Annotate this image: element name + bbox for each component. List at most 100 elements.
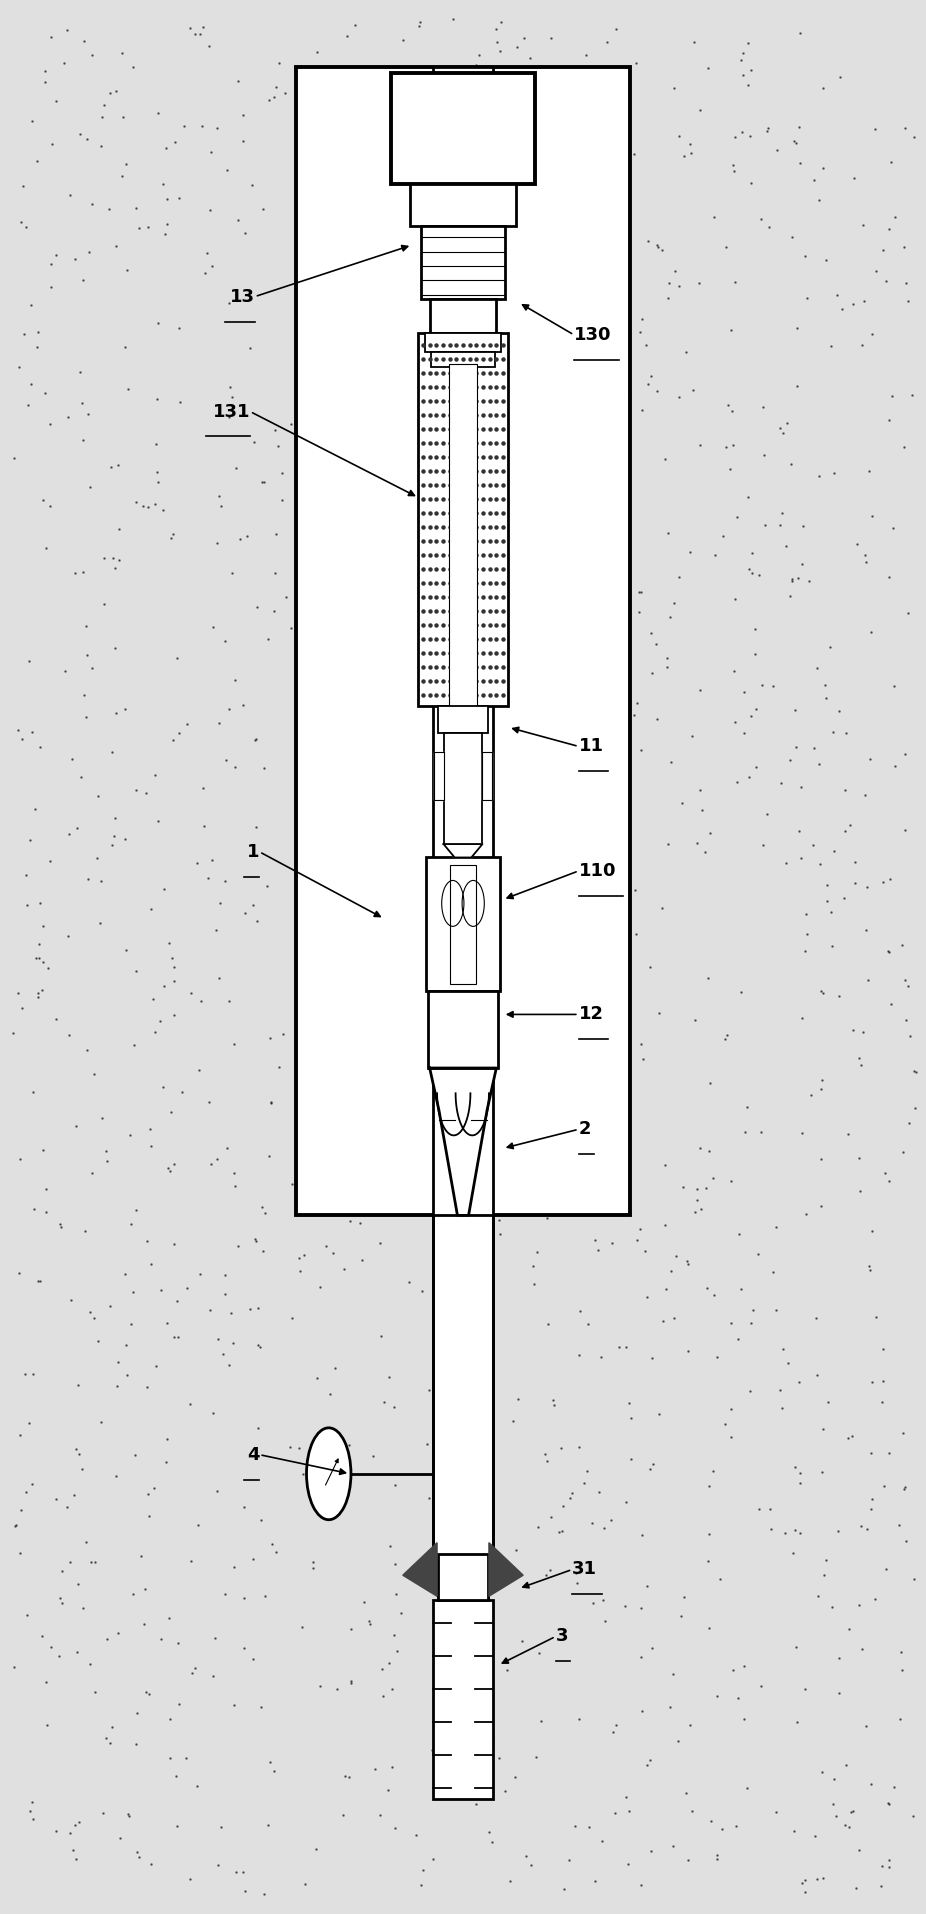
Point [544, 1501, 558, 1531]
Point [267, 82, 282, 113]
Point [75, 1455, 90, 1485]
Point [63, 180, 78, 211]
Point [38, 1196, 53, 1227]
Point [15, 723, 30, 754]
Point [43, 408, 57, 438]
Point [450, 1257, 465, 1288]
Point [875, 867, 890, 898]
Point [891, 1510, 906, 1541]
Point [812, 461, 827, 492]
Point [75, 557, 90, 588]
Point [126, 1277, 141, 1307]
Point [727, 121, 742, 151]
Point [657, 444, 672, 475]
Point [604, 1504, 619, 1535]
Point [808, 1303, 823, 1334]
Point [741, 71, 756, 101]
Point [737, 1703, 752, 1734]
Point [611, 1332, 626, 1363]
Point [204, 138, 219, 168]
Point [154, 1275, 169, 1305]
Point [766, 1257, 781, 1288]
Text: 110: 110 [579, 861, 616, 880]
Point [882, 1437, 896, 1468]
Point [782, 745, 797, 775]
Point [509, 31, 524, 61]
Point [836, 882, 851, 913]
Point [55, 1587, 69, 1617]
Point [111, 545, 126, 576]
Point [896, 1474, 911, 1504]
Point [633, 1870, 648, 1901]
Point [176, 111, 191, 142]
Point [585, 1508, 600, 1539]
Point [683, 128, 698, 159]
Point [630, 687, 644, 718]
Point [794, 771, 808, 802]
Point [852, 1175, 867, 1206]
Point [194, 986, 208, 1016]
Point [795, 511, 810, 542]
Point [49, 239, 64, 270]
Bar [431, 352, 495, 367]
Point [38, 67, 53, 98]
Point [35, 484, 50, 515]
Point [694, 1192, 708, 1223]
Point [799, 919, 814, 949]
Point [216, 1338, 231, 1369]
Point [91, 1326, 106, 1357]
Point [421, 1541, 436, 1571]
Point [368, 1753, 382, 1784]
Point [269, 1537, 283, 1568]
Point [851, 1043, 866, 1074]
Point [31, 982, 45, 1013]
Point [19, 859, 33, 890]
Point [650, 230, 665, 260]
Point [119, 1359, 134, 1390]
Point [854, 1051, 869, 1081]
Point [741, 27, 756, 57]
Point [255, 467, 269, 498]
Point [841, 1120, 856, 1150]
Point [852, 1591, 867, 1621]
Point [41, 953, 56, 984]
Point [897, 965, 912, 995]
Point [845, 1014, 860, 1045]
Point [141, 1480, 156, 1510]
Point [662, 268, 677, 299]
Point [494, 8, 508, 38]
Point [809, 1864, 824, 1895]
Point [795, 1118, 809, 1148]
Point [159, 1424, 174, 1455]
Point [167, 1148, 181, 1179]
Text: 11: 11 [579, 737, 604, 756]
Point [338, 1761, 353, 1792]
Point [797, 241, 812, 272]
Point [492, 1742, 507, 1772]
Point [228, 1171, 243, 1202]
Point [200, 237, 215, 268]
Point [864, 1367, 879, 1397]
Point [807, 733, 821, 764]
Point [816, 1413, 831, 1443]
Point [790, 1705, 805, 1736]
Point [223, 1298, 238, 1328]
Point [750, 1238, 765, 1269]
Point [292, 1242, 307, 1273]
Point [544, 23, 558, 54]
Point [381, 1774, 395, 1805]
Bar [426, 857, 500, 991]
Point [81, 398, 95, 429]
Point [19, 1476, 33, 1506]
Point [642, 951, 657, 982]
Point [588, 1225, 603, 1256]
Point [883, 863, 898, 894]
Point [144, 1250, 158, 1280]
Point [907, 1055, 921, 1085]
Point [669, 1240, 683, 1271]
Point [901, 1108, 916, 1139]
Point [76, 264, 91, 295]
Point [185, 1658, 200, 1688]
Point [75, 389, 90, 419]
Point [210, 1324, 225, 1355]
